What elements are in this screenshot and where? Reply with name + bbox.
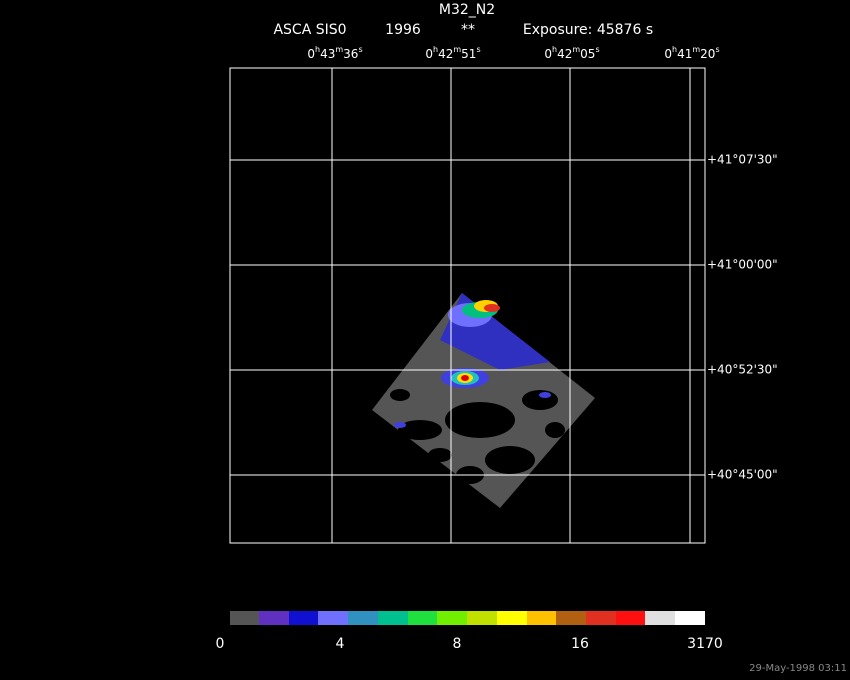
ra-label-part: 05 — [580, 47, 595, 61]
ra-label-part: h — [672, 45, 677, 54]
colorbar-label: 3170 — [687, 636, 723, 652]
colorbar-label: 0 — [216, 636, 225, 652]
colorbar-label: 8 — [453, 636, 462, 652]
ra-label-part: h — [315, 45, 320, 54]
exposure: Exposure: 45876 s — [523, 22, 653, 38]
timestamp: 29-May-1998 03:11 — [749, 663, 847, 674]
dec-label: +41°00'00" — [707, 258, 778, 272]
instrument: ASCA SIS0 — [273, 22, 346, 38]
ra-label-part: 51 — [461, 47, 476, 61]
ra-label-part: h — [433, 45, 438, 54]
title: M32_N2 — [439, 2, 495, 18]
ra-label-part: s — [358, 45, 362, 54]
ra-label: 0h42m51s — [425, 45, 480, 61]
ra-label: 0h43m36s — [307, 45, 362, 61]
ra-label-part: 0 — [544, 47, 552, 61]
colorbar-label: 16 — [571, 636, 589, 652]
ra-label-part: m — [335, 45, 343, 54]
ra-label-part: 42 — [557, 47, 572, 61]
year: 1996 — [385, 22, 421, 38]
colorbar-label: 4 — [336, 636, 345, 652]
ra-label: 0h41m20s — [664, 45, 719, 61]
ra-label-part: 42 — [438, 47, 453, 61]
ra-label-part: s — [476, 45, 480, 54]
ra-label-part: h — [552, 45, 557, 54]
ra-label-part: 0 — [425, 47, 433, 61]
ra-label-part: m — [692, 45, 700, 54]
ra-label-part: 41 — [677, 47, 692, 61]
ra-label-part: m — [572, 45, 580, 54]
ra-label-part: 0 — [307, 47, 315, 61]
source-image — [372, 293, 595, 508]
flag: ** — [461, 22, 475, 38]
ra-label: 0h42m05s — [544, 45, 599, 61]
colorbar — [230, 611, 705, 625]
ra-label-part: 43 — [320, 47, 335, 61]
ra-label-part: s — [595, 45, 599, 54]
ra-label-part: 0 — [664, 47, 672, 61]
dec-label: +40°52'30" — [707, 363, 778, 377]
dec-label: +40°45'00" — [707, 468, 778, 482]
dec-label: +41°07'30" — [707, 153, 778, 167]
coordinate-grid — [229, 67, 706, 544]
ra-label-part: 36 — [343, 47, 358, 61]
ra-label-part: s — [715, 45, 719, 54]
ra-label-part: m — [453, 45, 461, 54]
ra-label-part: 20 — [700, 47, 715, 61]
